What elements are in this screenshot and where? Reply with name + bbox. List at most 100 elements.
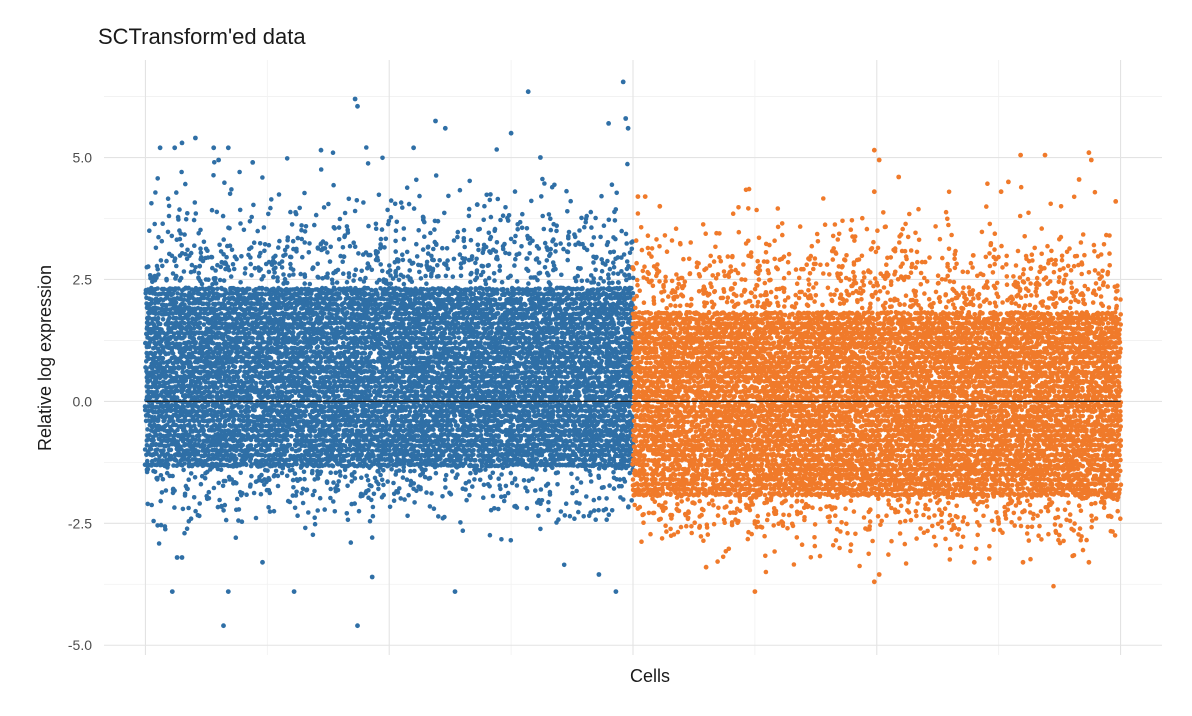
data-point: [352, 501, 358, 506]
data-point: [266, 269, 272, 275]
data-point: [303, 224, 309, 229]
data-point: [261, 274, 266, 279]
data-point: [327, 335, 332, 341]
data-point: [238, 470, 243, 476]
data-point: [177, 207, 182, 212]
data-point: [183, 217, 189, 222]
data-point: [331, 499, 336, 504]
data-point: [300, 254, 305, 260]
data-point: [217, 277, 223, 283]
data-point: [167, 359, 173, 364]
data-point: [354, 198, 360, 203]
data-point: [352, 470, 357, 475]
data-point: [310, 492, 316, 498]
data-point: [236, 429, 242, 435]
data-point: [313, 355, 319, 360]
data-point: [209, 254, 215, 260]
data-point: [356, 383, 362, 388]
data-point: [352, 476, 358, 481]
data-point: [352, 272, 357, 278]
data-point: [175, 291, 180, 296]
data-point: [368, 385, 374, 390]
data-point: [344, 292, 350, 297]
data-point: [277, 238, 282, 244]
data-point: [252, 407, 257, 413]
data-point: [351, 240, 357, 245]
data-point: [179, 169, 184, 175]
data-point: [247, 286, 252, 292]
data-point: [249, 273, 254, 278]
data-point: [367, 389, 372, 394]
data-point: [283, 252, 288, 257]
data-point: [185, 211, 190, 216]
data-point: [364, 339, 370, 345]
data-point: [279, 265, 285, 270]
data-point: [227, 226, 232, 231]
data-point: [306, 250, 312, 255]
data-point: [169, 233, 175, 239]
data-point: [177, 278, 183, 283]
data-point: [145, 501, 150, 507]
data-point: [157, 335, 162, 340]
data-point: [267, 490, 273, 496]
data-point: [152, 221, 157, 227]
data-point: [147, 433, 152, 438]
data-point: [149, 502, 154, 508]
data-point: [336, 237, 342, 242]
data-point: [217, 497, 222, 503]
data-point: [310, 468, 315, 474]
data-point: [239, 404, 245, 410]
data-point: [149, 201, 154, 206]
data-point: [191, 268, 197, 274]
data-point: [267, 509, 273, 514]
data-point: [346, 196, 352, 202]
data-point: [363, 275, 368, 281]
data-point: [231, 266, 237, 272]
data-point: [333, 339, 339, 345]
data-point: [361, 200, 366, 205]
data-point: [206, 302, 211, 307]
data-point: [224, 254, 229, 260]
data-point: [156, 311, 161, 316]
data-point: [322, 409, 327, 414]
data-point: [315, 344, 321, 349]
data-point: [258, 267, 264, 272]
data-point: [211, 341, 216, 346]
data-point: [223, 478, 228, 484]
data-point: [312, 389, 318, 394]
data-point: [364, 473, 370, 479]
data-point: [271, 508, 277, 514]
data-point: [146, 344, 152, 350]
data-point: [234, 256, 239, 262]
data-point: [292, 505, 298, 511]
data-point: [302, 240, 308, 245]
data-point: [344, 279, 350, 285]
data-point: [251, 240, 257, 245]
data-point: [227, 243, 233, 248]
data-point: [159, 490, 165, 495]
data-point: [160, 476, 166, 482]
data-point: [161, 448, 166, 453]
data-point: [220, 483, 226, 489]
data-point: [181, 364, 187, 370]
data-point: [334, 280, 340, 285]
data-point: [290, 325, 296, 331]
data-point: [291, 485, 296, 490]
data-point: [174, 190, 179, 195]
data-point: [370, 513, 376, 519]
data-point: [234, 496, 240, 502]
data-point: [144, 443, 150, 448]
data-point: [253, 380, 259, 386]
data-point: [203, 246, 209, 252]
data-point: [352, 208, 358, 214]
data-point: [192, 475, 198, 480]
data-point: [334, 483, 340, 488]
data-point: [157, 331, 162, 337]
data-point: [154, 433, 159, 438]
data-point: [369, 497, 374, 503]
data-point: [171, 463, 176, 468]
data-point: [146, 356, 151, 361]
data-point: [288, 254, 294, 260]
data-point: [302, 274, 308, 280]
data-point: [364, 145, 369, 150]
